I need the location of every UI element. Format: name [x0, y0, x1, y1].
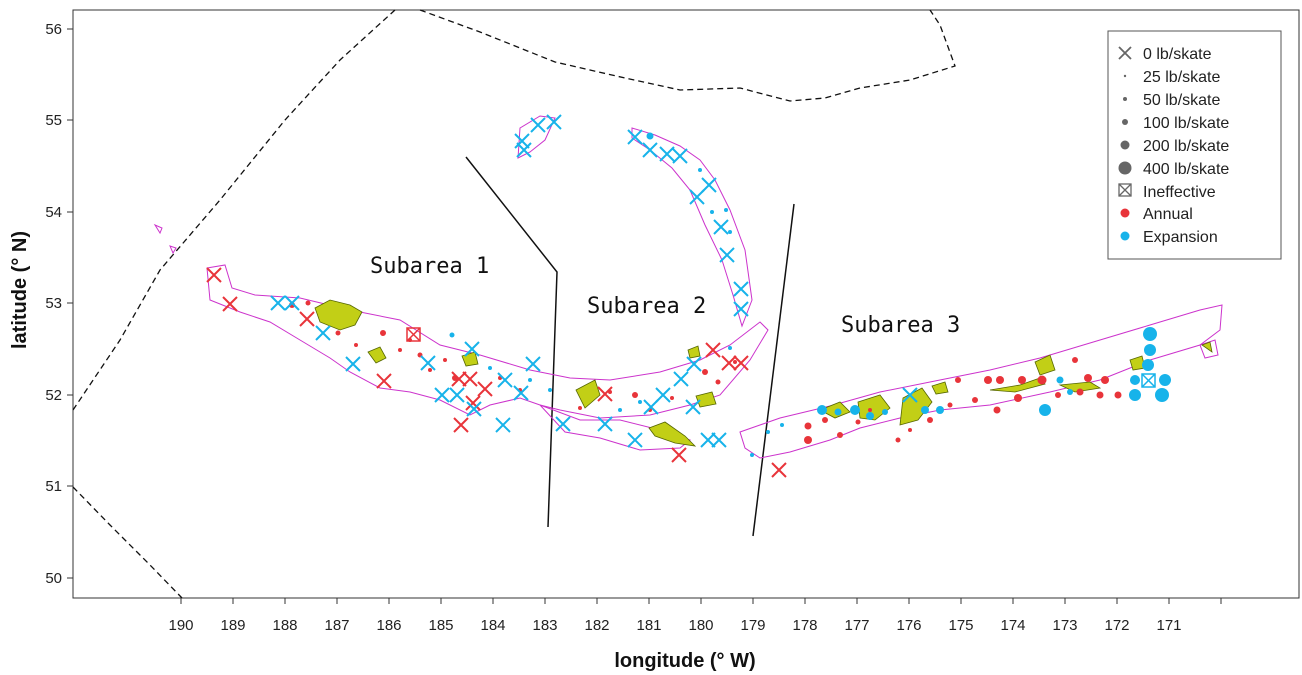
x-tick-label: 172 [1104, 617, 1129, 634]
y-tick-label: 56 [45, 21, 62, 38]
legend-label: 400 lb/skate [1143, 161, 1229, 178]
subarea-divider-1 [465, 156, 558, 528]
subarea-divider-2 [752, 203, 795, 537]
eez-boundary-lower [72, 486, 183, 599]
dot-25-icon [1123, 74, 1127, 78]
dot-200-icon [1120, 140, 1130, 150]
legend-box [1107, 30, 1282, 260]
x-tick-label: 186 [376, 617, 401, 634]
subarea-1-label: Subarea 1 [370, 254, 489, 279]
x-tick-label: 179 [740, 617, 765, 634]
y-tick-label: 50 [45, 570, 62, 587]
legend-label: 25 lb/skate [1143, 69, 1220, 86]
islands [314, 299, 1213, 447]
y-axis-title: latitude (° N) [9, 231, 31, 349]
x-tick-label: 174 [1000, 617, 1025, 634]
y-tick-label: 53 [45, 295, 62, 312]
x-tick-label: 176 [896, 617, 921, 634]
legend-label: Annual [1143, 206, 1193, 223]
x-tick-label: 190 [168, 617, 193, 634]
y-tick-label: 51 [45, 478, 62, 495]
legend-label: 200 lb/skate [1143, 138, 1229, 155]
x-tick-label: 185 [428, 617, 453, 634]
ineffective-stations [406, 327, 1156, 388]
x-tick-label: 183 [532, 617, 557, 634]
x-tick-label: 181 [636, 617, 661, 634]
y-tick-label: 52 [45, 387, 62, 404]
expansion-stations [449, 132, 1171, 457]
x-tick-label: 178 [792, 617, 817, 634]
x-tick-label: 173 [1052, 617, 1077, 634]
x-tick-label: 188 [272, 617, 297, 634]
legend-label: Expansion [1143, 229, 1218, 246]
eez-boundary-top [419, 9, 956, 102]
x-tick-label: 189 [220, 617, 245, 634]
legend: 0 lb/skate 25 lb/skate 50 lb/skate 100 l… [1107, 30, 1282, 260]
dot-400-icon [1118, 161, 1132, 175]
x-axis: 190 189 188 187 186 185 184 183 182 181 … [168, 598, 1222, 634]
zero-catch-icon [1118, 46, 1132, 60]
ineffective-icon [1118, 183, 1132, 197]
annual-stations [289, 300, 1122, 444]
dot-100-icon [1122, 119, 1128, 125]
dot-50-icon [1123, 97, 1127, 101]
x-tick-label: 177 [844, 617, 869, 634]
subarea-3-label: Subarea 3 [841, 313, 960, 338]
x-tick-label: 182 [584, 617, 609, 634]
x-tick-label: 171 [1156, 617, 1181, 634]
y-axis: 50 51 52 53 54 55 56 [45, 21, 73, 587]
y-tick-label: 55 [45, 112, 62, 129]
x-axis-title: longitude (° W) [614, 650, 755, 672]
annual-dot-icon [1120, 208, 1130, 218]
x-tick-label: 187 [324, 617, 349, 634]
x-tick-label: 175 [948, 617, 973, 634]
legend-label: 0 lb/skate [1143, 46, 1212, 63]
eez-boundary-upper [72, 9, 396, 411]
legend-label: Ineffective [1143, 184, 1216, 201]
y-tick-label: 54 [45, 204, 62, 221]
zero-catch-stations [206, 114, 1156, 478]
legend-label: 50 lb/skate [1143, 92, 1220, 109]
x-tick-label: 184 [480, 617, 505, 634]
expansion-dot-icon [1120, 231, 1130, 241]
subarea-2-label: Subarea 2 [587, 294, 706, 319]
x-tick-label: 180 [688, 617, 713, 634]
legend-label: 100 lb/skate [1143, 115, 1229, 132]
